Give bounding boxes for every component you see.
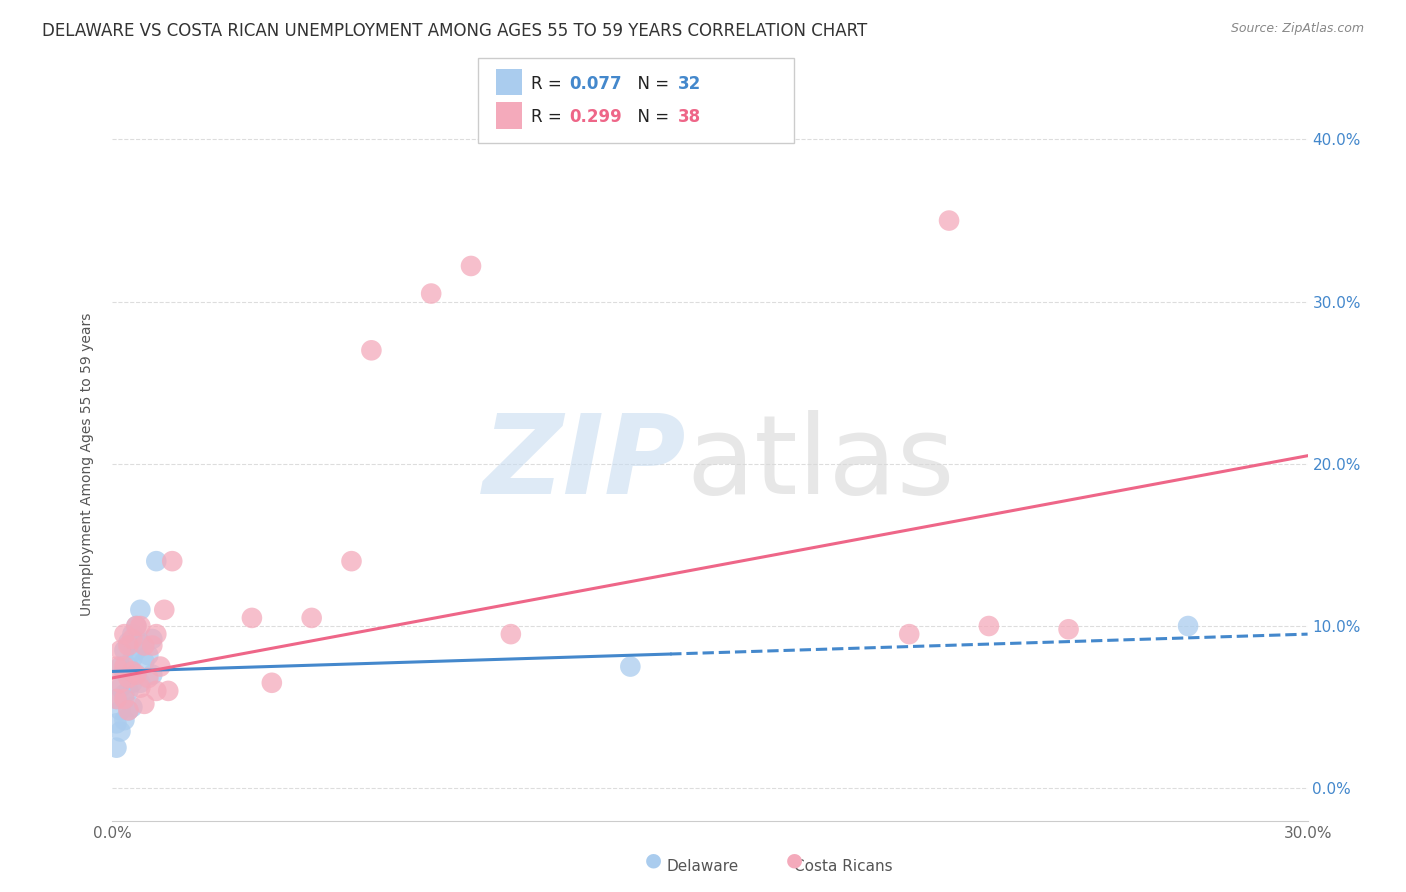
Point bbox=[145, 684, 167, 698]
Text: N =: N = bbox=[627, 75, 675, 93]
Point bbox=[499, 627, 522, 641]
Point bbox=[360, 343, 382, 358]
Point bbox=[145, 627, 167, 641]
Point bbox=[141, 639, 163, 653]
Point bbox=[125, 667, 148, 681]
Point bbox=[121, 632, 143, 646]
Point bbox=[153, 603, 176, 617]
Point bbox=[117, 635, 139, 649]
Point bbox=[110, 703, 132, 717]
Point bbox=[129, 675, 152, 690]
Point bbox=[121, 700, 143, 714]
Text: DELAWARE VS COSTA RICAN UNEMPLOYMENT AMONG AGES 55 TO 59 YEARS CORRELATION CHART: DELAWARE VS COSTA RICAN UNEMPLOYMENT AMO… bbox=[42, 22, 868, 40]
Text: R =: R = bbox=[531, 108, 568, 126]
Point bbox=[105, 659, 128, 673]
Point bbox=[114, 713, 135, 727]
Point bbox=[240, 611, 263, 625]
Point bbox=[105, 716, 128, 731]
Point bbox=[898, 627, 921, 641]
Point bbox=[117, 703, 139, 717]
Text: ZIP: ZIP bbox=[482, 410, 686, 517]
Text: Source: ZipAtlas.com: Source: ZipAtlas.com bbox=[1230, 22, 1364, 36]
Y-axis label: Unemployment Among Ages 55 to 59 years: Unemployment Among Ages 55 to 59 years bbox=[80, 312, 94, 615]
Point bbox=[157, 684, 180, 698]
Point bbox=[121, 675, 143, 690]
Point bbox=[114, 643, 135, 657]
Point bbox=[125, 667, 148, 681]
Point bbox=[105, 740, 128, 755]
Text: 0.299: 0.299 bbox=[569, 108, 623, 126]
Point bbox=[340, 554, 363, 568]
Point bbox=[145, 554, 167, 568]
Point bbox=[114, 665, 135, 679]
Point bbox=[129, 681, 152, 695]
Point bbox=[125, 619, 148, 633]
Point bbox=[134, 655, 156, 669]
Point bbox=[125, 643, 148, 657]
Point bbox=[105, 692, 128, 706]
Point bbox=[301, 611, 323, 625]
Text: 38: 38 bbox=[678, 108, 700, 126]
Point bbox=[260, 675, 283, 690]
Point bbox=[1177, 619, 1199, 633]
Point bbox=[117, 639, 139, 653]
Point bbox=[114, 687, 135, 701]
Text: atlas: atlas bbox=[686, 410, 955, 517]
Point bbox=[117, 671, 139, 685]
Point bbox=[619, 659, 641, 673]
Point bbox=[134, 697, 156, 711]
Point bbox=[110, 681, 132, 695]
Point bbox=[117, 703, 139, 717]
Point bbox=[149, 659, 172, 673]
Point bbox=[117, 684, 139, 698]
Point bbox=[141, 667, 163, 681]
Point bbox=[162, 554, 183, 568]
Point bbox=[129, 603, 152, 617]
Point bbox=[460, 259, 482, 273]
Point bbox=[938, 213, 960, 227]
Point bbox=[1057, 622, 1080, 636]
Point bbox=[110, 675, 132, 690]
Point bbox=[138, 671, 160, 685]
Point bbox=[110, 659, 132, 673]
Point bbox=[114, 659, 135, 673]
Point bbox=[105, 692, 128, 706]
Point bbox=[110, 724, 132, 739]
Point bbox=[117, 659, 139, 673]
Point bbox=[114, 627, 135, 641]
Text: N =: N = bbox=[627, 108, 675, 126]
Point bbox=[141, 632, 163, 646]
Point bbox=[977, 619, 1000, 633]
Point bbox=[420, 286, 443, 301]
Text: ●: ● bbox=[786, 851, 803, 870]
Point bbox=[121, 651, 143, 665]
Text: 32: 32 bbox=[678, 75, 702, 93]
Point bbox=[121, 627, 143, 641]
Text: ●: ● bbox=[645, 851, 662, 870]
Text: Delaware: Delaware bbox=[666, 859, 740, 874]
Point bbox=[125, 619, 148, 633]
Point bbox=[110, 643, 132, 657]
Point bbox=[138, 648, 160, 663]
Point bbox=[134, 639, 156, 653]
Point bbox=[121, 665, 143, 679]
Text: 0.077: 0.077 bbox=[569, 75, 621, 93]
Text: Costa Ricans: Costa Ricans bbox=[794, 859, 893, 874]
Point bbox=[129, 635, 152, 649]
Point bbox=[129, 619, 152, 633]
Point bbox=[114, 692, 135, 706]
Text: R =: R = bbox=[531, 75, 568, 93]
